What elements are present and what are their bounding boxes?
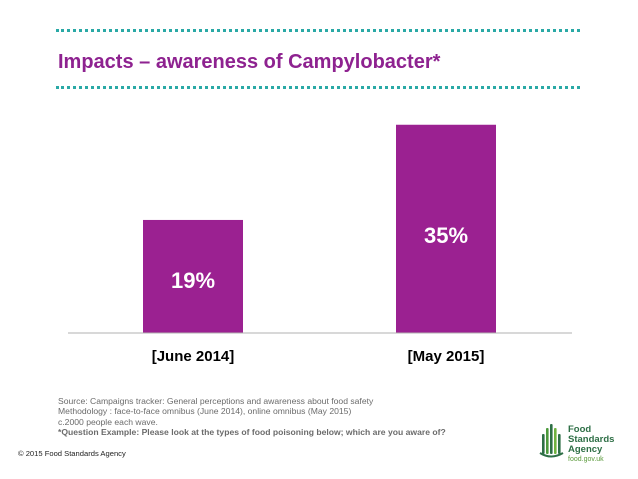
question-note: *Question Example: Please look at the ty… xyxy=(58,427,446,438)
wheat-icon xyxy=(539,424,564,458)
copyright-text: © 2015 Food Standards Agency xyxy=(18,449,126,458)
data-label-0: 19% xyxy=(171,268,215,293)
slide-title: Impacts – awareness of Campylobacter* xyxy=(58,51,441,73)
bar-chart: 19% [June 2014] 35% [May 2015] xyxy=(68,124,572,365)
bar-0 xyxy=(143,219,243,333)
chart-notes: Source: Campaigns tracker: General perce… xyxy=(58,396,528,438)
food-standards-agency-logo: Food Standards Agency food.gov.uk xyxy=(539,424,614,463)
bar-1 xyxy=(396,124,496,333)
logo-line-3: Agency xyxy=(568,444,603,455)
logo-line-2: Standards xyxy=(568,434,614,445)
top-dotted-rule xyxy=(56,29,580,32)
category-label-0: [June 2014] xyxy=(152,348,235,365)
data-label-1: 35% xyxy=(424,223,468,248)
source-note: Source: Campaigns tracker: General perce… xyxy=(58,396,374,406)
bottom-dotted-rule xyxy=(56,86,580,89)
sample-note: c.2000 people each wave. xyxy=(58,416,158,427)
category-label-1: [May 2015] xyxy=(408,348,485,365)
logo-line-1: Food xyxy=(568,424,591,435)
methodology-note: Methodology : face-to-face omnibus (June… xyxy=(58,406,352,417)
logo-url: food.gov.uk xyxy=(568,456,604,463)
